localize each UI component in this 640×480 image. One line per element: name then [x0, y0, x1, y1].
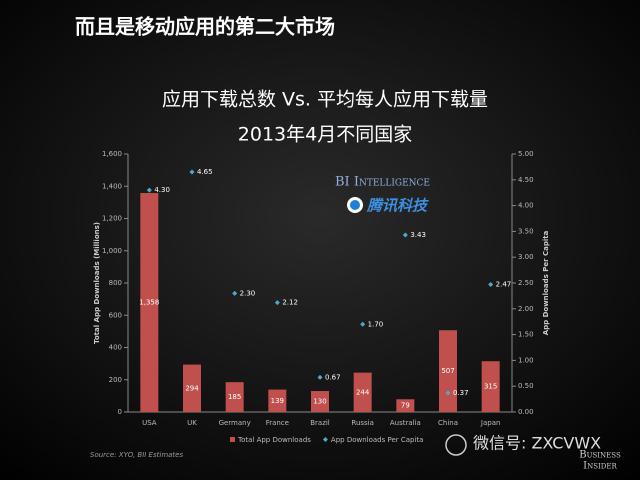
y2-tick-label: 1.00 [518, 356, 534, 364]
y-tick-label: 1,600 [102, 150, 122, 158]
bar [439, 330, 457, 412]
x-tick-label: Brazil [310, 419, 330, 427]
logo-tencent: 腾讯科技 [366, 197, 429, 215]
logo-insider: Business [579, 450, 621, 461]
legend-label: Total App Downloads [237, 436, 311, 444]
bar [481, 361, 500, 412]
point [146, 187, 152, 193]
bar [396, 399, 415, 412]
x-tick-label: UK [187, 419, 197, 427]
y-tick-label: 200 [109, 376, 122, 384]
y2-tick-label: 5.00 [518, 150, 534, 158]
y-axis-label: Total App Downloads (Millions) [93, 222, 101, 344]
y2-tick-label: 4.00 [518, 202, 534, 210]
bar-value-label: 1,358 [139, 299, 159, 307]
bar-value-label: 294 [185, 384, 199, 392]
legend-label: App Downloads Per Capita [331, 436, 424, 444]
point [360, 321, 366, 327]
bar-value-label: 185 [228, 393, 241, 401]
x-tick-label: Germany [219, 419, 251, 427]
x-tick-label: USA [142, 419, 157, 427]
x-tick-label: Russia [351, 419, 374, 427]
bar [311, 391, 329, 412]
y2-tick-label: 3.00 [518, 253, 534, 261]
point [232, 290, 238, 296]
y-tick-label: 1,400 [102, 182, 122, 190]
wechat-icon [445, 434, 467, 456]
x-tick-label: Japan [480, 419, 501, 427]
bar-value-label: 244 [356, 388, 370, 396]
logo-icon-inner [350, 200, 360, 210]
point [402, 232, 408, 238]
y2-tick-label: 2.00 [518, 305, 534, 313]
point-value-label: 4.30 [154, 186, 170, 194]
point [274, 300, 280, 306]
point [445, 390, 451, 396]
y2-tick-label: 0.00 [518, 408, 534, 416]
y2-tick-label: 0.50 [518, 382, 534, 390]
point [189, 169, 195, 175]
point [488, 282, 494, 288]
point-value-label: 0.37 [453, 389, 469, 397]
point-value-label: 3.43 [410, 231, 426, 239]
logo-insider: Insider [583, 461, 617, 472]
bar [225, 382, 244, 412]
bar-value-label: 79 [401, 402, 410, 410]
y2-tick-label: 2.50 [518, 279, 534, 287]
bar-value-label: 139 [271, 397, 284, 405]
point-value-label: 2.12 [282, 299, 298, 307]
slide-title: 而且是移动应用的第二大市场 [75, 15, 335, 39]
watermark: 微信号: ZXCVWX [473, 434, 601, 453]
source: Source: XYO, BII Estimates [90, 451, 183, 459]
y-tick-label: 1,000 [102, 247, 122, 255]
bar [353, 372, 372, 412]
legend-swatch [322, 437, 328, 442]
bar-value-label: 507 [441, 367, 454, 375]
bar [268, 389, 287, 412]
point-value-label: 2.30 [240, 289, 256, 297]
x-tick-label: France [266, 419, 289, 427]
y-tick-label: 0 [118, 408, 122, 416]
point-value-label: 2.47 [496, 281, 512, 289]
bar [183, 364, 201, 412]
y2-tick-label: 1.50 [518, 331, 534, 339]
point [317, 374, 323, 380]
point-value-label: 4.65 [197, 168, 213, 176]
chart-subtitle: 2013年4月不同国家 [238, 124, 412, 146]
y2-tick-label: 3.50 [518, 227, 534, 235]
x-tick-label: Australia [390, 419, 421, 427]
y-tick-label: 600 [109, 311, 122, 319]
y2-axis-label: App Downloads Per Capita [542, 230, 550, 335]
y2-tick-label: 4.50 [518, 176, 534, 184]
point-value-label: 1.70 [368, 320, 384, 328]
bar [140, 193, 159, 412]
bar-value-label: 315 [484, 383, 497, 391]
y-tick-label: 1,200 [102, 215, 122, 223]
chart-title: 应用下载总数 Vs. 平均每人应用下载量 [162, 89, 488, 111]
y-tick-label: 400 [109, 344, 122, 352]
logo-bi: BI Intelligence [335, 175, 430, 190]
bar-value-label: 130 [313, 398, 326, 406]
point-value-label: 0.67 [325, 373, 341, 381]
y-tick-label: 800 [109, 279, 122, 287]
legend-swatch [230, 437, 235, 442]
x-tick-label: China [438, 419, 458, 427]
